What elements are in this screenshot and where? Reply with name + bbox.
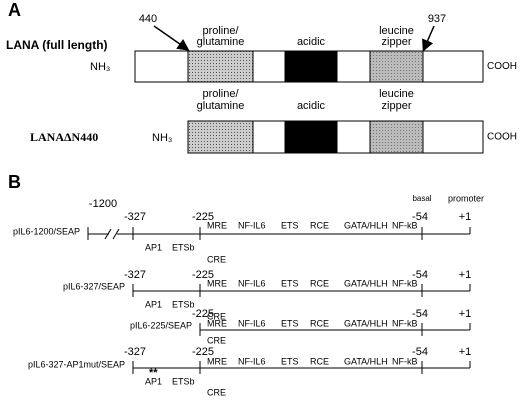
element-label: NF-kB: [392, 220, 418, 230]
element-label: GATA/HLH: [344, 278, 388, 288]
c-terminus: COOH: [487, 61, 517, 72]
n-terminus: NH₃: [90, 61, 110, 73]
element-label: RCE: [310, 220, 329, 230]
element-label: CRE: [207, 335, 226, 345]
element-label: MRE: [207, 318, 227, 328]
break-mark: [104, 228, 112, 240]
domain-label: zipper: [382, 100, 412, 112]
position-label: -225: [192, 211, 214, 223]
position-marker: 440: [139, 13, 157, 25]
construct-name: LANAΔN440: [30, 130, 98, 144]
element-label: ETSb: [172, 376, 195, 386]
marker-arrow: [153, 25, 190, 51]
element-label: CRE: [207, 254, 226, 264]
position-label: +1: [459, 269, 472, 281]
construct-name: pIL6-1200/SEAP: [13, 226, 80, 236]
position-label: -225: [192, 269, 214, 281]
position-label: -54: [412, 211, 428, 223]
domain: [284, 50, 338, 83]
domain-label: proline/: [202, 25, 239, 37]
panel-label: A: [8, 0, 21, 20]
domain-label: zipper: [382, 36, 412, 48]
element-label: NF-IL6: [238, 318, 266, 328]
construct-name: pIL6-327-AP1mut/SEAP: [28, 359, 125, 369]
domain: [284, 120, 338, 154]
break-mark: [112, 228, 120, 240]
element-label: MRE: [207, 220, 227, 230]
element-label: ETS: [281, 356, 299, 366]
marker-arrow: [422, 25, 435, 52]
element-label: ETS: [281, 318, 299, 328]
construct-name: LANA (full length): [6, 38, 108, 52]
domain: [187, 50, 254, 83]
position-label: -327: [124, 269, 146, 281]
domain-label: acidic: [297, 36, 326, 48]
position-label: -54: [412, 346, 428, 358]
domain: [369, 50, 424, 83]
element-label: NF-IL6: [238, 356, 266, 366]
n-terminus: NH₃: [152, 132, 172, 144]
element-label: NF-kB: [392, 318, 418, 328]
position-label: -54: [412, 269, 428, 281]
position-label: -225: [192, 308, 214, 320]
element-label: NF-kB: [392, 356, 418, 366]
element-label: GATA/HLH: [344, 356, 388, 366]
element-label: AP1: [145, 376, 162, 386]
element-label: AP1: [145, 299, 162, 309]
position-label: -54: [412, 308, 428, 320]
panel-label: B: [8, 172, 21, 192]
element-label: RCE: [310, 318, 329, 328]
header-label: basal: [412, 194, 431, 203]
element-label: ETSb: [172, 242, 195, 252]
position-label: -327: [124, 346, 146, 358]
c-terminus: COOH: [487, 132, 517, 143]
construct-name: pIL6-225/SEAP: [130, 320, 192, 330]
domain-label: acidic: [297, 100, 326, 112]
domain-label: leucine: [379, 25, 414, 37]
element-label: ETS: [281, 278, 299, 288]
element-label: ETSb: [172, 299, 195, 309]
element-label: NF-IL6: [238, 278, 266, 288]
element-label: ETS: [281, 220, 299, 230]
element-label: CRE: [207, 387, 226, 397]
domain: [369, 120, 424, 154]
position-label: +1: [459, 346, 472, 358]
element-label: GATA/HLH: [344, 220, 388, 230]
header-label: promoter: [448, 193, 484, 203]
domain-label: glutamine: [197, 100, 245, 112]
element-label: MRE: [207, 278, 227, 288]
position-label: +1: [459, 211, 472, 223]
domain: [187, 120, 254, 154]
element-label: MRE: [207, 356, 227, 366]
position-marker: 937: [428, 13, 446, 25]
domain-label: leucine: [379, 88, 414, 100]
mutation-mark: **: [149, 367, 158, 379]
element-label: AP1: [145, 242, 162, 252]
line-break: [109, 232, 117, 236]
element-label: NF-IL6: [238, 220, 266, 230]
construct-name: pIL6-327/SEAP: [63, 281, 125, 291]
position-label: -327: [124, 211, 146, 223]
element-label: RCE: [310, 278, 329, 288]
position-label: -225: [192, 346, 214, 358]
element-label: GATA/HLH: [344, 318, 388, 328]
element-label: RCE: [310, 356, 329, 366]
position-label: -1200: [89, 198, 117, 210]
element-label: NF-kB: [392, 278, 418, 288]
element-label: CRE: [207, 311, 226, 321]
position-label: +1: [459, 308, 472, 320]
domain-label: proline/: [202, 88, 239, 100]
domain-label: glutamine: [197, 36, 245, 48]
